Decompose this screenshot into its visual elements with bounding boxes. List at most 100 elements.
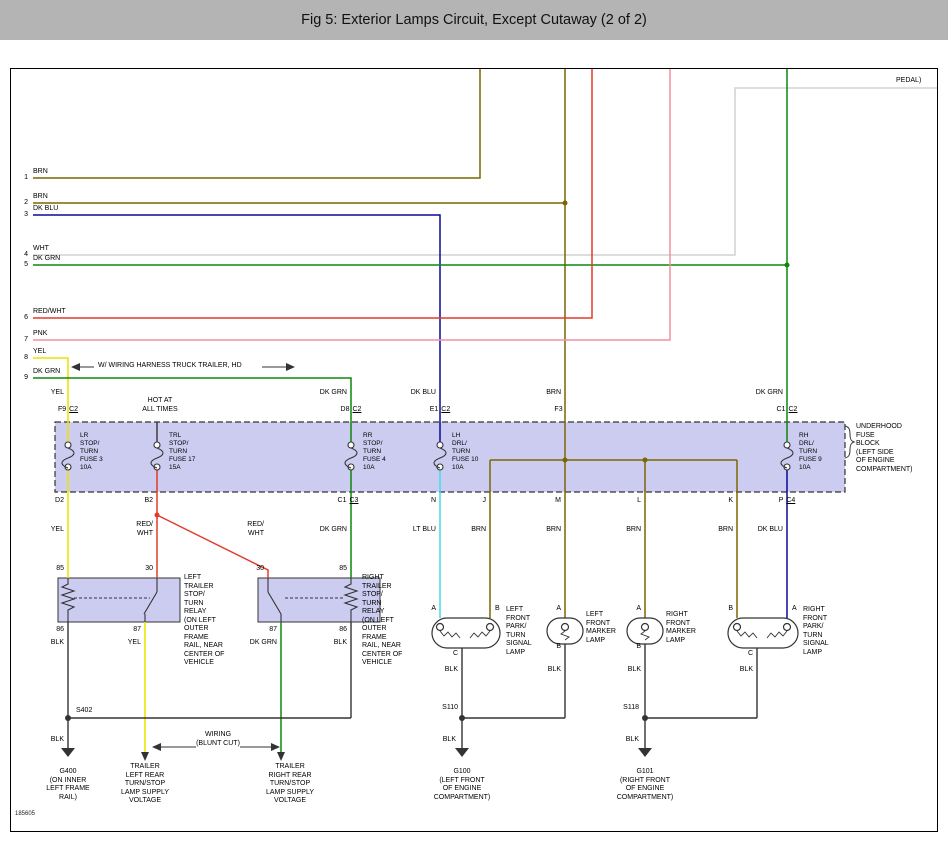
connector-number: C2 [69, 406, 79, 413]
connector-number: C4 [786, 497, 796, 504]
blunt-cut-note: WIRING (BLUNT CUT) [196, 731, 240, 747]
lamp-terminal-label: B [728, 605, 733, 612]
connector-id: D8 [340, 406, 350, 413]
lamp-terminal-label: B [556, 643, 561, 650]
title-bar: Fig 5: Exterior Lamps Circuit, Except Cu… [0, 0, 948, 40]
wire-color-label: DK BLU [410, 389, 436, 396]
connector-label: M [555, 497, 561, 504]
lamp-terminal-label: C [452, 650, 458, 657]
fuse-block-label-brace [844, 425, 856, 459]
relay-terminal-label: 86 [56, 626, 64, 633]
lamp-name: RIGHT FRONT MARKER LAMP [666, 611, 696, 644]
wire-color-label: BRN [718, 526, 733, 533]
wire-color-label: BLK [739, 666, 753, 673]
wire-color-label: LT BLU [412, 526, 436, 533]
connector-id: C1 [776, 406, 786, 413]
relay-coil-symbol [343, 578, 359, 622]
pin-number: 7 [24, 336, 28, 343]
hot-at-all-times-label: HOT AT ALL TIMES [142, 397, 178, 413]
relay-name: LEFT TRAILER STOP/ TURN RELAY (ON LEFT O… [184, 574, 225, 666]
wire-brn [33, 69, 738, 618]
splice-label: S110 [442, 704, 458, 711]
connector-id: F9 [57, 406, 67, 413]
connector-label: F9 C2 [58, 406, 78, 415]
lamp-name: LEFT FRONT MARKER LAMP [586, 611, 616, 644]
ground-name: G100 (LEFT FRONT OF ENGINE COMPARTMENT) [433, 768, 491, 801]
wire-color-label: BLK [444, 666, 458, 673]
pin-number: 3 [24, 211, 28, 218]
harness-note-right-arrow [286, 363, 295, 371]
lamp-terminal-label: C [747, 650, 753, 657]
lamp-name: RIGHT FRONT PARK/ TURN SIGNAL LAMP [803, 606, 829, 656]
wire-color-label: BLK [442, 736, 456, 743]
right-trailer-relay-box [257, 577, 381, 623]
lamp-terminal-label: A [431, 605, 436, 612]
connector-label: B2 [144, 497, 153, 504]
wire-color-label: BRN [471, 526, 486, 533]
left-park-turn-lamp-symbol [431, 617, 501, 649]
wire-color-label: BRN [546, 389, 561, 396]
trailer-left-note: TRAILER LEFT REAR TURN/STOP LAMP SUPPLY … [121, 763, 169, 804]
lamp-terminal-label: A [556, 605, 561, 612]
wire-color-label: BRN [546, 526, 561, 533]
wire-color-label: DK GRN [319, 526, 347, 533]
pin-wire-color: PNK [33, 330, 48, 337]
connector-label: C1 C3 [338, 497, 359, 506]
trailer-right-note: TRAILER RIGHT REAR TURN/STOP LAMP SUPPLY… [266, 763, 314, 804]
trailer-left-arrow [141, 752, 149, 761]
connector-label: D2 [55, 497, 64, 504]
connector-id: F3 [554, 406, 563, 413]
splice-label: S402 [76, 707, 93, 714]
fuse-label: RR STOP/ TURN FUSE 4 10A [363, 432, 386, 471]
ground-g400-symbol [61, 748, 75, 757]
wire-dk-grn [33, 69, 788, 752]
wire-color-label: YEL [50, 526, 64, 533]
connector-number: C3 [349, 497, 359, 504]
connector-number: C2 [788, 406, 798, 413]
relay-terminal-label: 85 [56, 565, 64, 572]
connector-id: E1 [429, 406, 439, 413]
pedal-label: PEDAL) [896, 77, 922, 84]
harness-note: W/ WIRING HARNESS TRUCK TRAILER, HD [98, 362, 242, 369]
wire-dk-blu [33, 214, 788, 618]
pin-number: 8 [24, 354, 28, 361]
underhood-fuse-block-box [54, 421, 846, 493]
lamp-name: LEFT FRONT PARK/ TURN SIGNAL LAMP [506, 606, 532, 656]
ground-name: G101 (RIGHT FRONT OF ENGINE COMPARTMENT) [616, 768, 674, 801]
wire-color-label: BLK [333, 639, 347, 646]
diagram-id: 185605 [15, 811, 36, 817]
wire-color-label: RED/ WHT [136, 521, 153, 537]
splice-label: S118 [623, 704, 639, 711]
connector-label: N [430, 497, 436, 504]
ground-g101-symbol [638, 748, 652, 757]
pin-number: 2 [24, 199, 28, 206]
trailer-right-arrow [277, 752, 285, 761]
wire-color-label: BLK [627, 666, 641, 673]
relay-switch-symbol [143, 591, 158, 615]
relay-name: RIGHT TRAILER STOP/ TURN RELAY (ON LEFT … [362, 574, 403, 666]
pin-number: 5 [24, 261, 28, 268]
connector-id: P [778, 497, 784, 504]
wire-red-wht [33, 69, 593, 578]
blunt-cut-left-arrow [152, 743, 161, 751]
pin-number: 9 [24, 374, 28, 381]
wire-color-label: BLK [50, 736, 64, 743]
relay-terminal-label: 87 [133, 626, 141, 633]
pin-number: 6 [24, 314, 28, 321]
wire-color-label: RED/ WHT [247, 521, 264, 537]
fuse-block-name: UNDERHOOD FUSE BLOCK (LEFT SIDE OF ENGIN… [856, 423, 913, 473]
junction-dots [65, 200, 790, 721]
pin-wire-color: BRN [33, 193, 48, 200]
wire-color-label: BLK [625, 736, 639, 743]
wire-color-label: YEL [50, 389, 64, 396]
splice-s118-dot [642, 715, 648, 721]
connector-label: C1 C2 [777, 406, 798, 415]
wire-wht [33, 87, 937, 256]
pin-number: 4 [24, 251, 28, 258]
ground-symbols [61, 748, 652, 757]
relay-internals [60, 578, 359, 622]
connector-label: F3 [554, 406, 565, 415]
wire-pnk [33, 69, 671, 341]
figure-title: Fig 5: Exterior Lamps Circuit, Except Cu… [301, 12, 647, 28]
